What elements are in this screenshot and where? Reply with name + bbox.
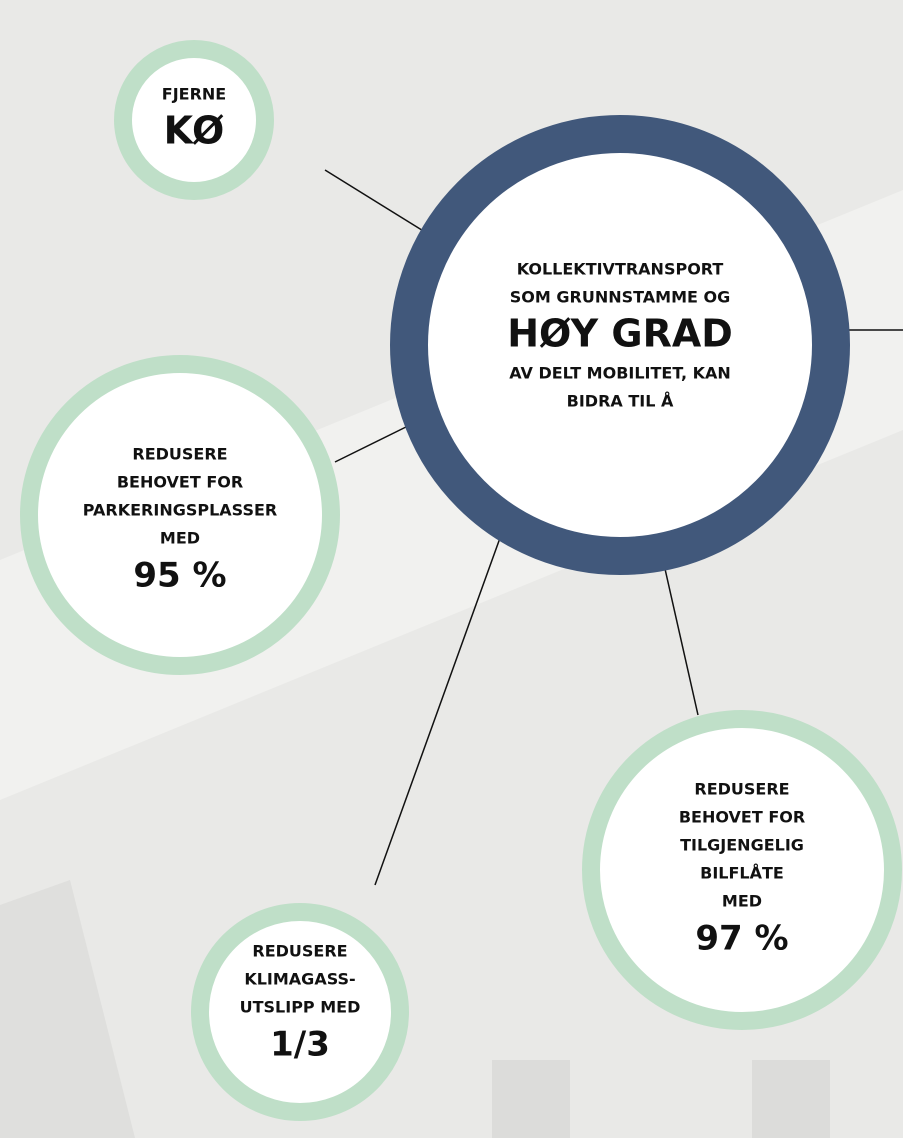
node-highlight: 95 % xyxy=(133,556,226,596)
node-label: TILGJENGELIG xyxy=(680,836,804,855)
node-label: PARKERINGSPLASSER xyxy=(83,501,278,520)
connectors xyxy=(324,169,903,886)
node-label: BEHOVET FOR xyxy=(679,808,805,827)
node-label: UTSLIPP MED xyxy=(240,998,361,1017)
node-label: FJERNE xyxy=(162,85,226,104)
node-label: REDUSERE xyxy=(252,942,347,961)
node-highlight: 97 % xyxy=(695,919,788,959)
node-label: MED xyxy=(160,529,200,548)
node-label: SOM GRUNNSTAMME OG xyxy=(510,288,731,307)
connector xyxy=(334,424,411,463)
node-label: BILFLÅTE xyxy=(700,864,784,883)
background-shape xyxy=(492,1060,570,1138)
connector xyxy=(324,169,426,233)
background-shape xyxy=(0,880,135,1138)
node-highlight: HØY GRAD xyxy=(507,312,733,356)
node-label: KOLLEKTIVTRANSPORT xyxy=(517,260,724,279)
node-circle xyxy=(114,40,274,200)
node-label: BIDRA TIL Å xyxy=(567,392,674,411)
node-circle xyxy=(390,115,850,575)
node-label: BEHOVET FOR xyxy=(117,473,243,492)
connector xyxy=(662,559,699,716)
node-label: MED xyxy=(722,892,762,911)
node-circle xyxy=(20,355,340,675)
node-label: KLIMAGASS- xyxy=(244,970,355,989)
background-shape xyxy=(752,1060,830,1138)
node-label: AV DELT MOBILITET, KAN xyxy=(509,364,731,383)
connector xyxy=(374,537,501,886)
node-highlight: KØ xyxy=(164,109,225,153)
node-highlight: 1/3 xyxy=(270,1025,330,1065)
node-circle xyxy=(582,710,902,1030)
node-circle xyxy=(191,903,409,1121)
node-label: REDUSERE xyxy=(694,780,789,799)
node-label: REDUSERE xyxy=(132,445,227,464)
